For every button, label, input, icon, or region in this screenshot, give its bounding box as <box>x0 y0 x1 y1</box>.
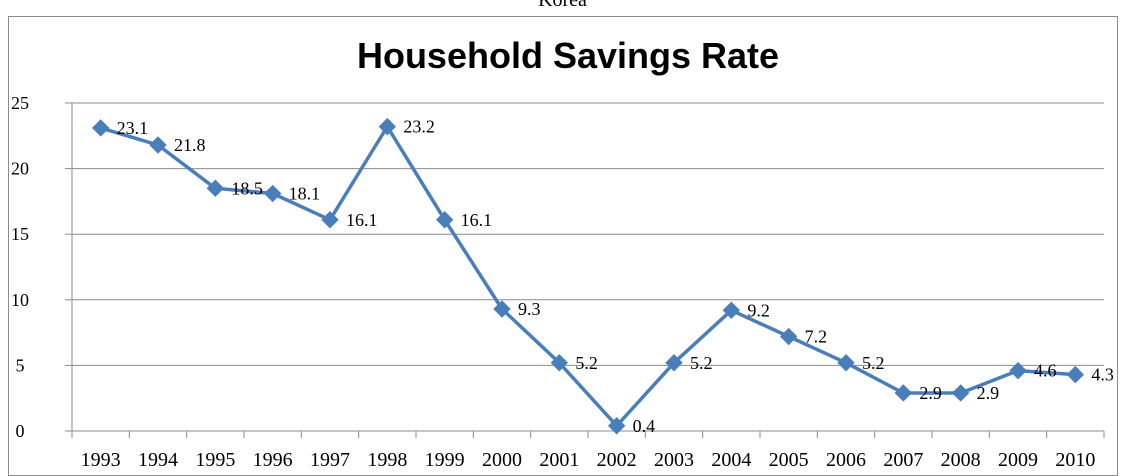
x-tick-label-2008: 2008 <box>941 449 981 471</box>
data-point-2000 <box>493 300 511 318</box>
x-tick-label-1993: 1993 <box>81 449 121 471</box>
x-tick-label-2002: 2002 <box>597 449 637 471</box>
data-point-1996 <box>263 184 282 203</box>
data-point-1993 <box>91 119 110 137</box>
x-tick-label-1999: 1999 <box>425 449 465 471</box>
data-point-2009 <box>1009 361 1027 380</box>
x-tick-label-2007: 2007 <box>883 449 923 471</box>
x-tick-label-2004: 2004 <box>711 449 751 471</box>
data-label-2008: 2.9 <box>977 383 1000 403</box>
data-point-2004 <box>722 301 741 320</box>
x-tick-label-1996: 1996 <box>253 449 293 471</box>
x-tick-label-2010: 2010 <box>1055 449 1095 471</box>
y-tick-label-20: 20 <box>11 159 29 179</box>
x-tick-label-1997: 1997 <box>310 449 350 471</box>
data-point-2006 <box>837 354 855 372</box>
data-label-2005: 7.2 <box>805 327 828 347</box>
data-label-1996: 18.1 <box>289 184 321 204</box>
data-point-2003 <box>665 354 683 372</box>
data-label-2006: 5.2 <box>862 353 885 373</box>
data-label-2003: 5.2 <box>690 353 713 373</box>
x-tick-label-2000: 2000 <box>482 449 522 471</box>
data-label-1999: 16.1 <box>461 210 493 230</box>
data-label-1998: 23.2 <box>403 117 435 137</box>
data-label-2010: 4.3 <box>1091 365 1114 385</box>
y-tick-labels: 0 5 10 15 20 25 <box>11 93 29 441</box>
data-label-2004: 9.2 <box>747 300 770 320</box>
x-tick-label-1994: 1994 <box>138 449 178 471</box>
y-tick-label-15: 15 <box>11 224 29 244</box>
data-label-2007: 2.9 <box>919 383 942 403</box>
data-label-1994: 21.8 <box>174 135 206 155</box>
top-caption: Korea <box>538 0 587 11</box>
x-tick-label-2005: 2005 <box>769 449 809 471</box>
x-tick-label-2009: 2009 <box>998 449 1038 471</box>
x-tick-label-2001: 2001 <box>539 449 579 471</box>
data-point-2010 <box>1066 365 1085 384</box>
data-point-2007 <box>894 384 913 402</box>
x-tick-label-2003: 2003 <box>654 449 694 471</box>
chart-title: Household Savings Rate <box>357 35 779 76</box>
y-tick-label-0: 0 <box>16 421 25 441</box>
y-tick-label-5: 5 <box>16 355 25 375</box>
data-label-2001: 5.2 <box>575 353 598 373</box>
data-point-2005 <box>779 327 798 346</box>
x-tick-label-1995: 1995 <box>195 449 235 471</box>
data-point-2008 <box>951 384 970 402</box>
chart-frame <box>8 16 1118 476</box>
data-label-2009: 4.6 <box>1034 361 1057 381</box>
data-point-2001 <box>550 354 569 372</box>
data-point-1999 <box>435 211 454 229</box>
axes <box>65 102 1105 438</box>
data-point-1994 <box>149 136 167 154</box>
series-line <box>100 124 1076 428</box>
data-point-1998 <box>378 117 397 136</box>
gridlines <box>72 102 1104 366</box>
x-tick-labels: 1993 1994 1995 1996 1997 1998 1999 2000 2001 2002… <box>81 449 1096 471</box>
data-label-1995: 18.5 <box>231 178 262 198</box>
data-labels: 23.1 21.8 18.5 18.1 16.1 23.2 16.1 9.3 5.2 0.4 5.2… <box>117 117 1114 436</box>
x-tick-label-1998: 1998 <box>367 449 407 471</box>
data-markers <box>91 117 1085 435</box>
data-point-1997 <box>321 211 339 229</box>
y-tick-label-25: 25 <box>11 93 29 113</box>
x-tick-label-2006: 2006 <box>826 449 866 471</box>
data-label-1997: 16.1 <box>346 210 378 230</box>
data-point-1995 <box>206 179 225 197</box>
data-label-1993: 23.1 <box>117 118 148 138</box>
data-label-2002: 0.4 <box>633 416 656 436</box>
y-tick-label-10: 10 <box>11 290 29 310</box>
data-point-2002 <box>607 417 626 435</box>
data-label-2000: 9.3 <box>518 299 541 319</box>
